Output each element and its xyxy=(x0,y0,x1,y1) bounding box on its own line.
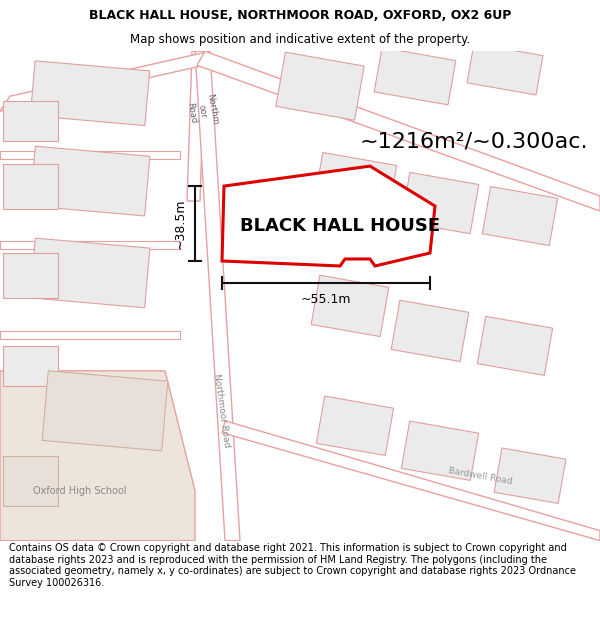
Polygon shape xyxy=(195,51,240,541)
Polygon shape xyxy=(276,52,364,120)
Polygon shape xyxy=(30,238,150,308)
Polygon shape xyxy=(31,61,149,126)
Polygon shape xyxy=(313,152,397,219)
Polygon shape xyxy=(2,346,58,386)
Polygon shape xyxy=(30,146,150,216)
Polygon shape xyxy=(311,275,389,337)
Text: Oxford High School: Oxford High School xyxy=(33,486,127,496)
Polygon shape xyxy=(478,316,553,376)
Polygon shape xyxy=(187,51,205,201)
Polygon shape xyxy=(374,48,456,105)
Text: BLACK HALL HOUSE, NORTHMOOR ROAD, OXFORD, OX2 6UP: BLACK HALL HOUSE, NORTHMOOR ROAD, OXFORD… xyxy=(89,9,511,22)
Text: Northm
oor
Road: Northm oor Road xyxy=(185,93,220,129)
Polygon shape xyxy=(467,44,543,95)
Polygon shape xyxy=(0,331,180,339)
Polygon shape xyxy=(0,51,210,111)
Polygon shape xyxy=(391,300,469,361)
Text: ~55.1m: ~55.1m xyxy=(301,293,351,306)
Text: BLACK HALL HOUSE: BLACK HALL HOUSE xyxy=(240,217,440,235)
Polygon shape xyxy=(222,421,600,541)
Polygon shape xyxy=(2,456,58,506)
Polygon shape xyxy=(222,166,435,266)
Text: Map shows position and indicative extent of the property.: Map shows position and indicative extent… xyxy=(130,34,470,46)
Polygon shape xyxy=(2,101,58,141)
Polygon shape xyxy=(42,371,168,451)
Polygon shape xyxy=(2,254,58,298)
Text: ~1216m²/~0.300ac.: ~1216m²/~0.300ac. xyxy=(360,131,589,151)
Polygon shape xyxy=(0,371,195,541)
Polygon shape xyxy=(316,396,394,456)
Polygon shape xyxy=(482,186,557,246)
Polygon shape xyxy=(253,180,347,253)
Text: Bardwell Road: Bardwell Road xyxy=(448,466,512,486)
Polygon shape xyxy=(197,51,600,211)
Polygon shape xyxy=(401,173,479,234)
Text: Northmoor Road: Northmoor Road xyxy=(212,373,232,448)
Polygon shape xyxy=(0,241,180,249)
Polygon shape xyxy=(494,448,566,504)
Polygon shape xyxy=(2,164,58,209)
Polygon shape xyxy=(0,151,180,159)
Text: Contains OS data © Crown copyright and database right 2021. This information is : Contains OS data © Crown copyright and d… xyxy=(9,543,576,588)
Text: ~38.5m: ~38.5m xyxy=(174,198,187,249)
Polygon shape xyxy=(401,421,479,481)
